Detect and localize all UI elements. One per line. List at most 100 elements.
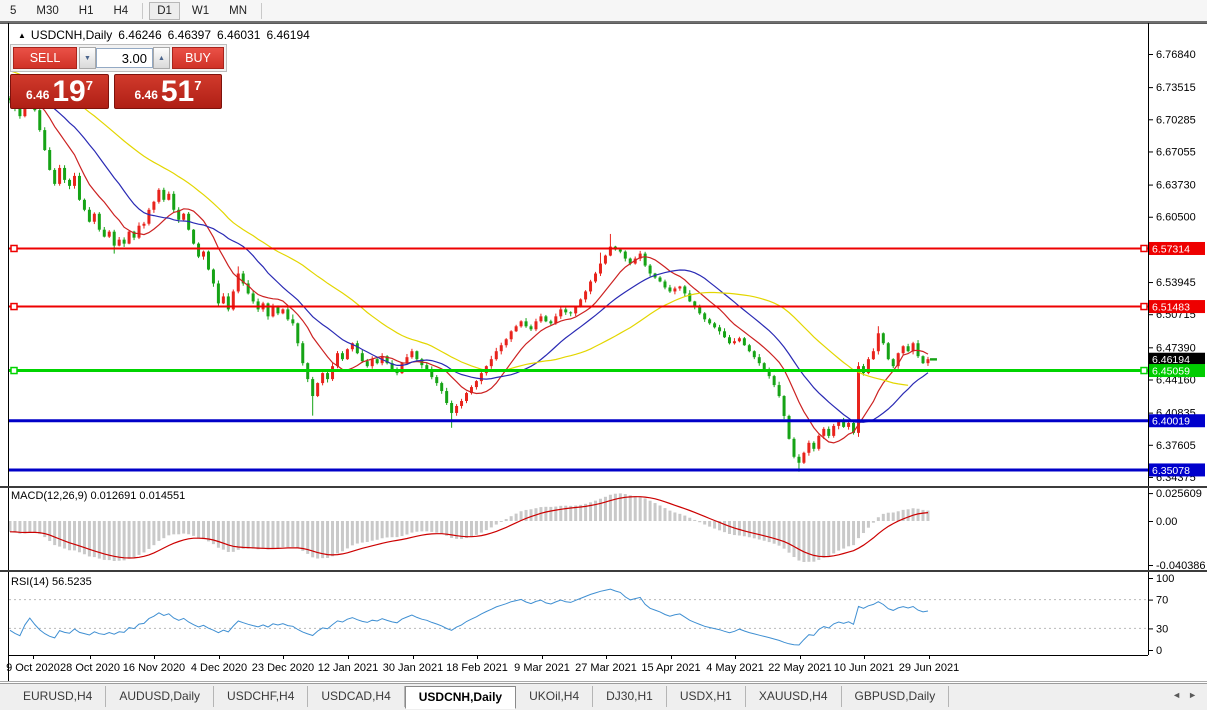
price-tick-label: 6.70285 xyxy=(1156,114,1196,126)
ask-pipette: 7 xyxy=(194,78,202,93)
timeframe-button-d1[interactable]: D1 xyxy=(149,1,180,20)
macd-indicator-label: MACD(12,26,9) 0.012691 0.014551 xyxy=(11,490,186,502)
date-tick-label: 28 Oct 2020 xyxy=(60,662,120,674)
chart-tab-dj30-h1[interactable]: DJ30,H1 xyxy=(593,686,667,707)
timeframe-button-5[interactable]: 5 xyxy=(10,4,17,17)
price-tick-label: 6.63730 xyxy=(1156,180,1196,192)
quote-open: 6.46246 xyxy=(118,28,162,42)
date-tick-label: 9 Mar 2021 xyxy=(514,662,570,674)
rsi-pane[interactable] xyxy=(9,588,929,646)
price-tick-label: 6.73515 xyxy=(1156,82,1196,94)
price-badge-label: 6.45059 xyxy=(1152,366,1190,378)
candlesticks xyxy=(9,79,930,472)
line-end-marker[interactable] xyxy=(10,302,18,311)
volume-increase-button[interactable]: ▲ xyxy=(153,47,170,69)
volume-input[interactable] xyxy=(96,48,153,68)
price-badge xyxy=(1149,300,1205,314)
line-end-marker[interactable] xyxy=(10,366,18,375)
collapse-panel-icon[interactable]: ▲ xyxy=(18,30,26,40)
macd-tick-label: 0.025609 xyxy=(1156,488,1202,500)
date-tick-label: 18 Feb 2021 xyxy=(446,662,508,674)
line-end-marker[interactable] xyxy=(10,244,18,253)
chart-tab-xauusd-h4[interactable]: XAUUSD,H4 xyxy=(746,686,842,707)
chart-tab-usdx-h1[interactable]: USDX,H1 xyxy=(667,686,746,707)
last-close-marker xyxy=(929,358,937,361)
date-tick-label: 29 Jun 2021 xyxy=(899,662,960,674)
date-tick-label: 23 Dec 2020 xyxy=(252,662,314,674)
rsi-tick-label: 100 xyxy=(1156,573,1174,585)
line-end-marker[interactable] xyxy=(1140,302,1148,311)
timeframe-button-h1[interactable]: H1 xyxy=(78,4,94,17)
quote-close: 6.46194 xyxy=(266,28,310,42)
sell-price-display[interactable]: 6.46 19 7 xyxy=(10,74,109,109)
main-price-pane[interactable] xyxy=(9,70,1149,472)
triangle-down-icon: ▼ xyxy=(84,54,91,62)
rsi-pane-separator[interactable] xyxy=(0,570,1207,572)
date-tick-label: 4 May 2021 xyxy=(706,662,763,674)
buy-price-display[interactable]: 6.46 51 7 xyxy=(114,74,222,109)
quote-low: 6.46031 xyxy=(217,28,261,42)
ma-40-line xyxy=(9,70,909,386)
date-tick-label: 12 Jan 2021 xyxy=(318,662,379,674)
line-end-marker[interactable] xyxy=(1140,244,1148,253)
chart-tab-audusd-daily[interactable]: AUDUSD,Daily xyxy=(106,686,215,707)
bid-prefix: 6.46 xyxy=(26,88,50,102)
price-badge xyxy=(1149,352,1205,366)
chart-tab-ukoil-h4[interactable]: UKOil,H4 xyxy=(516,686,594,707)
date-tick-label: 4 Dec 2020 xyxy=(191,662,247,674)
price-badge xyxy=(1149,463,1205,477)
tabs-scroll-right-icon[interactable]: ► xyxy=(1188,690,1197,700)
sell-button[interactable]: SELL xyxy=(13,47,77,69)
ma-20-line xyxy=(9,85,929,423)
chart-tab-usdcad-h4[interactable]: USDCAD,H4 xyxy=(308,686,405,707)
macd-pane[interactable] xyxy=(9,493,930,562)
price-badge xyxy=(1149,414,1205,428)
chart-tab-gbpusd-daily[interactable]: GBPUSD,Daily xyxy=(842,686,950,707)
price-badge-label: 6.35078 xyxy=(1152,465,1190,477)
macd-tick-label: -0.040386 xyxy=(1156,560,1206,572)
date-tick-label: 27 Mar 2021 xyxy=(575,662,637,674)
price-tick-label: 6.37605 xyxy=(1156,440,1196,452)
trade-controls-row: SELL ▼ ▲ BUY xyxy=(10,44,227,72)
price-badge-label: 6.57314 xyxy=(1152,243,1190,255)
timeframe-button-m30[interactable]: M30 xyxy=(36,4,59,17)
tabs-scroll-left-icon[interactable]: ◄ xyxy=(1172,690,1182,700)
price-badge xyxy=(1149,364,1205,378)
chart-tab-usdcnh-daily[interactable]: USDCNH,Daily xyxy=(404,686,517,709)
tab-scroll-arrows: ◄ ► xyxy=(1172,686,1197,700)
price-tick-label: 6.44160 xyxy=(1156,374,1196,386)
timeframe-button-h4[interactable]: H4 xyxy=(113,4,129,17)
bid-pips: 19 xyxy=(52,75,86,108)
date-tick-label: 15 Apr 2021 xyxy=(641,662,700,674)
price-tick-label: 6.53945 xyxy=(1156,277,1196,289)
date-tick-label: 10 Jun 2021 xyxy=(834,662,895,674)
rsi-tick-label: 70 xyxy=(1156,595,1168,607)
buy-button[interactable]: BUY xyxy=(172,47,224,69)
bid-ask-row: 6.46 19 7 6.46 51 7 xyxy=(10,74,227,109)
chart-tab-eurusd-h4[interactable]: EURUSD,H4 xyxy=(10,686,107,707)
ask-pips: 51 xyxy=(160,75,195,108)
chart-tabs-bar: EURUSD,H4 AUDUSD,Daily USDCHF,H4 USDCAD,H4 U… xyxy=(0,683,1207,710)
bid-pipette: 7 xyxy=(85,78,93,93)
date-tick-label: 22 May 2021 xyxy=(768,662,832,674)
toolbar-separator xyxy=(261,2,263,19)
volume-decrease-button[interactable]: ▼ xyxy=(79,47,96,69)
rsi-line xyxy=(9,588,929,646)
date-tick-label: 30 Jan 2021 xyxy=(383,662,444,674)
price-badge xyxy=(1149,241,1205,255)
date-tick-label: 9 Oct 2020 xyxy=(6,662,60,674)
price-badge-label: 6.40019 xyxy=(1152,416,1190,428)
macd-tick-label: 0.00 xyxy=(1156,516,1177,528)
rsi-indicator-label: RSI(14) 56.5235 xyxy=(11,576,92,588)
line-end-marker[interactable] xyxy=(1140,366,1148,375)
timeframe-button-w1[interactable]: W1 xyxy=(191,4,210,17)
timeframe-toolbar: 5 M30 H1 H4 D1 W1 MN xyxy=(0,0,1207,23)
chart-tab-usdchf-h4[interactable]: USDCHF,H4 xyxy=(214,686,309,707)
timeframe-button-mn[interactable]: MN xyxy=(229,4,248,17)
price-badge-label: 6.46194 xyxy=(1152,354,1190,366)
quote-high: 6.46397 xyxy=(167,28,212,42)
macd-pane-separator[interactable] xyxy=(0,486,1207,488)
